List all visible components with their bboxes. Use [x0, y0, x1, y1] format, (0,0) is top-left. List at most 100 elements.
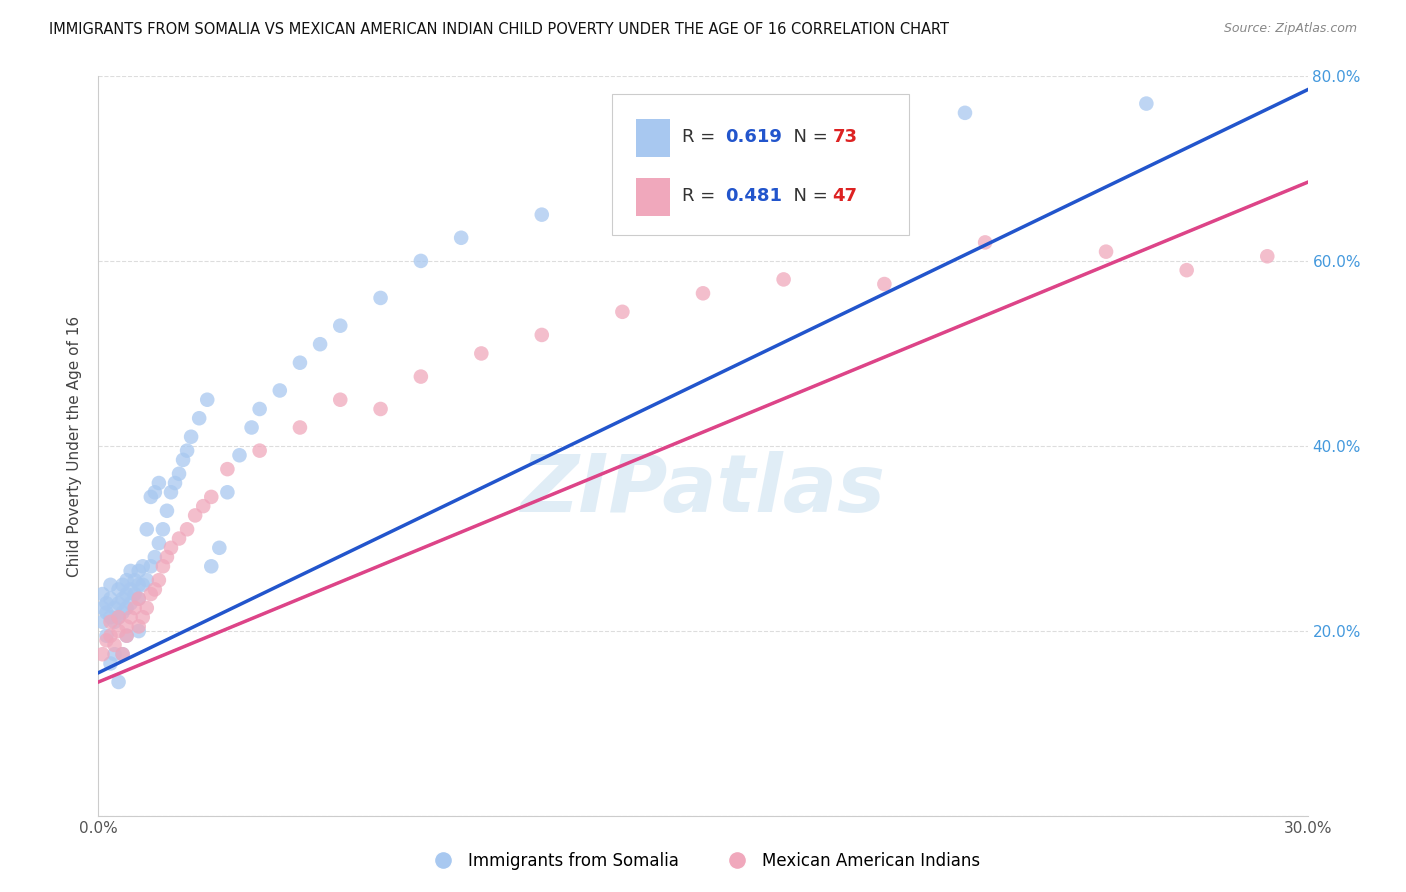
Point: [288, 420, 311, 434]
Text: R =: R =: [682, 128, 721, 146]
Point: [139, 490, 162, 504]
Point: [450, 231, 472, 245]
Point: [100, 629, 122, 643]
Y-axis label: Child Poverty Under the Age of 16: Child Poverty Under the Age of 16: [67, 316, 83, 576]
Point: [176, 443, 198, 458]
Point: [128, 591, 150, 606]
Point: [148, 573, 170, 587]
Point: [143, 582, 166, 597]
Point: [612, 305, 634, 319]
Point: [180, 430, 202, 444]
Point: [370, 401, 392, 416]
Legend: Immigrants from Somalia, Mexican American Indians: Immigrants from Somalia, Mexican America…: [419, 846, 987, 877]
Point: [160, 485, 183, 500]
Point: [163, 476, 186, 491]
Point: [103, 647, 125, 661]
Point: [132, 610, 155, 624]
Point: [91, 601, 114, 615]
Point: [409, 369, 432, 384]
Point: [132, 578, 155, 592]
Point: [111, 606, 134, 620]
Point: [152, 559, 174, 574]
Point: [240, 420, 263, 434]
Point: [135, 522, 157, 536]
Point: [1376, 689, 1399, 703]
Point: [176, 522, 198, 536]
Point: [128, 578, 150, 592]
Point: [200, 559, 222, 574]
FancyBboxPatch shape: [637, 119, 671, 157]
Point: [100, 578, 122, 592]
Text: R =: R =: [682, 187, 721, 205]
Point: [612, 161, 634, 176]
Point: [974, 235, 997, 250]
Point: [143, 485, 166, 500]
Point: [124, 587, 146, 601]
Point: [96, 629, 118, 643]
Text: 0.619: 0.619: [724, 128, 782, 146]
Point: [470, 346, 492, 360]
Point: [107, 610, 129, 624]
Point: [143, 549, 166, 565]
Point: [217, 485, 239, 500]
Point: [91, 647, 114, 661]
Point: [188, 411, 211, 425]
Point: [1316, 240, 1339, 254]
Point: [120, 596, 142, 610]
Point: [200, 490, 222, 504]
Point: [208, 541, 231, 555]
Point: [167, 467, 190, 481]
Point: [103, 615, 125, 629]
Point: [115, 601, 138, 615]
Point: [172, 453, 194, 467]
Point: [100, 591, 122, 606]
Point: [329, 392, 352, 407]
Text: N =: N =: [782, 187, 834, 205]
Point: [107, 596, 129, 610]
Point: [228, 448, 250, 462]
Point: [1337, 231, 1360, 245]
Point: [1095, 244, 1118, 259]
Point: [111, 578, 134, 592]
Point: [139, 559, 162, 574]
Point: [1256, 249, 1278, 263]
FancyBboxPatch shape: [637, 178, 671, 217]
Text: 0.481: 0.481: [724, 187, 782, 205]
Point: [1175, 263, 1198, 277]
Text: N =: N =: [782, 128, 834, 146]
Point: [111, 591, 134, 606]
Point: [711, 124, 734, 138]
Point: [124, 573, 146, 587]
Point: [184, 508, 207, 523]
Point: [530, 327, 553, 342]
Point: [96, 596, 118, 610]
Point: [91, 615, 114, 629]
Point: [115, 587, 138, 601]
Point: [111, 647, 134, 661]
Point: [152, 522, 174, 536]
Point: [309, 337, 332, 351]
Point: [100, 657, 122, 671]
Point: [873, 277, 896, 291]
Point: [100, 615, 122, 629]
Point: [115, 629, 138, 643]
Point: [772, 272, 794, 286]
Point: [1357, 661, 1379, 675]
Point: [249, 401, 271, 416]
Point: [217, 462, 239, 476]
Point: [120, 564, 142, 578]
Point: [409, 253, 432, 268]
Point: [135, 573, 157, 587]
Point: [953, 105, 976, 120]
Point: [148, 536, 170, 550]
Point: [107, 675, 129, 690]
Point: [692, 286, 714, 301]
Point: [103, 638, 125, 652]
Point: [115, 619, 138, 633]
Point: [103, 601, 125, 615]
Point: [128, 624, 150, 639]
Point: [530, 208, 553, 222]
Point: [139, 587, 162, 601]
Point: [156, 504, 179, 518]
Point: [370, 291, 392, 305]
